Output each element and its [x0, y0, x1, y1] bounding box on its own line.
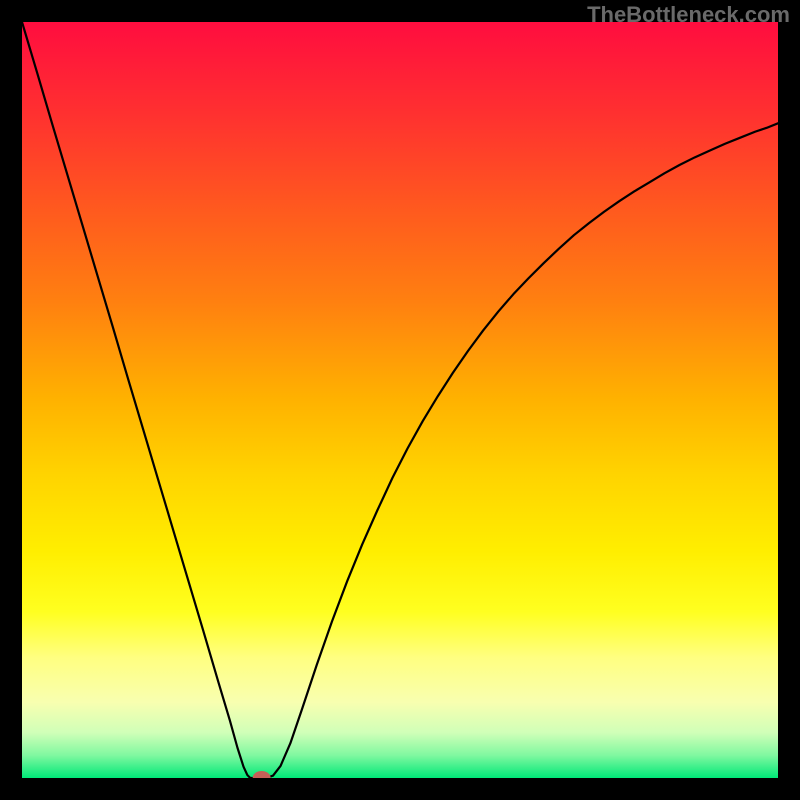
chart-container: TheBottleneck.com — [0, 0, 800, 800]
bottleneck-curve-chart — [0, 0, 800, 800]
watermark-text: TheBottleneck.com — [587, 2, 790, 28]
